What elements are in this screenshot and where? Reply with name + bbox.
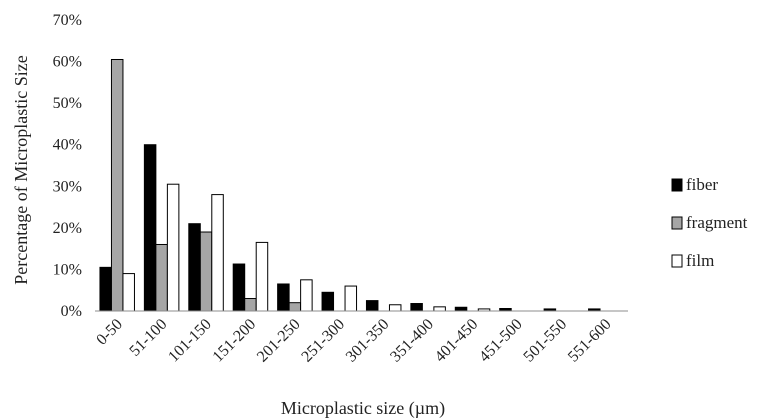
x-tick-label: 101-150 — [165, 316, 215, 366]
bar-fragment — [244, 298, 257, 312]
y-tick-label: 30% — [53, 178, 82, 195]
y-axis-title: Percentage of Microplastic Size — [11, 55, 31, 284]
y-tick-label: 60% — [53, 54, 82, 71]
x-axis: 0-50 51-100101-150151-200201-250251-30030… — [93, 310, 628, 366]
bar-fiber — [188, 223, 201, 312]
legend-swatch-fragment — [671, 216, 683, 230]
bar-fragment — [288, 302, 302, 312]
x-tick-label: 451-500 — [476, 316, 526, 366]
bar-fiber — [454, 306, 468, 312]
bar-fragment — [199, 231, 213, 312]
bar-fiber — [410, 303, 423, 312]
y-tick-label: 20% — [53, 220, 82, 237]
bar-film — [300, 279, 313, 312]
bar-film — [388, 304, 402, 312]
y-tick-label: 40% — [53, 137, 82, 154]
bar-fiber — [365, 300, 379, 312]
bar-film — [255, 241, 269, 312]
legend-swatch-film — [671, 254, 683, 268]
bar-fiber — [232, 263, 246, 312]
x-tick-label: 51-100 — [126, 316, 170, 360]
bar-fiber — [277, 283, 290, 312]
x-tick-label: 401-450 — [432, 316, 482, 366]
legend-label-fragment: fragment — [686, 213, 748, 232]
bar-fiber — [321, 291, 335, 312]
bars — [99, 58, 601, 312]
y-tick-label: 10% — [53, 261, 82, 278]
bar-film — [433, 306, 446, 312]
x-tick-label: 501-550 — [520, 316, 570, 366]
bar-film — [344, 285, 358, 312]
x-tick-label: 351-400 — [387, 316, 437, 366]
bar-fiber — [99, 266, 112, 312]
y-axis: 0% 10% 20% 30% 40% 50% 60% 70% — [53, 12, 82, 320]
x-tick-label: 151-200 — [210, 316, 260, 366]
bar-film — [122, 273, 135, 312]
legend-swatch-fiber — [671, 178, 683, 192]
y-tick-label: 70% — [53, 12, 82, 29]
y-tick-label: 50% — [53, 95, 82, 112]
bar-film — [211, 194, 224, 312]
x-tick-label: 551-600 — [565, 316, 615, 366]
legend: fiber fragment film — [671, 175, 748, 270]
x-tick-label: 251-300 — [298, 316, 348, 366]
bar-fiber — [143, 144, 157, 312]
legend-label-fiber: fiber — [686, 175, 718, 194]
x-tick-label: 301-350 — [343, 316, 393, 366]
bar-fragment — [110, 58, 124, 312]
x-tick-label: 0-50 — [93, 316, 126, 349]
bar-fragment — [155, 243, 168, 312]
bar-film — [166, 183, 180, 312]
legend-label-film: film — [686, 251, 714, 270]
y-tick-label: 0% — [61, 303, 82, 320]
x-axis-title: Microplastic size (µm) — [281, 398, 445, 419]
x-tick-label: 201-250 — [254, 316, 304, 366]
